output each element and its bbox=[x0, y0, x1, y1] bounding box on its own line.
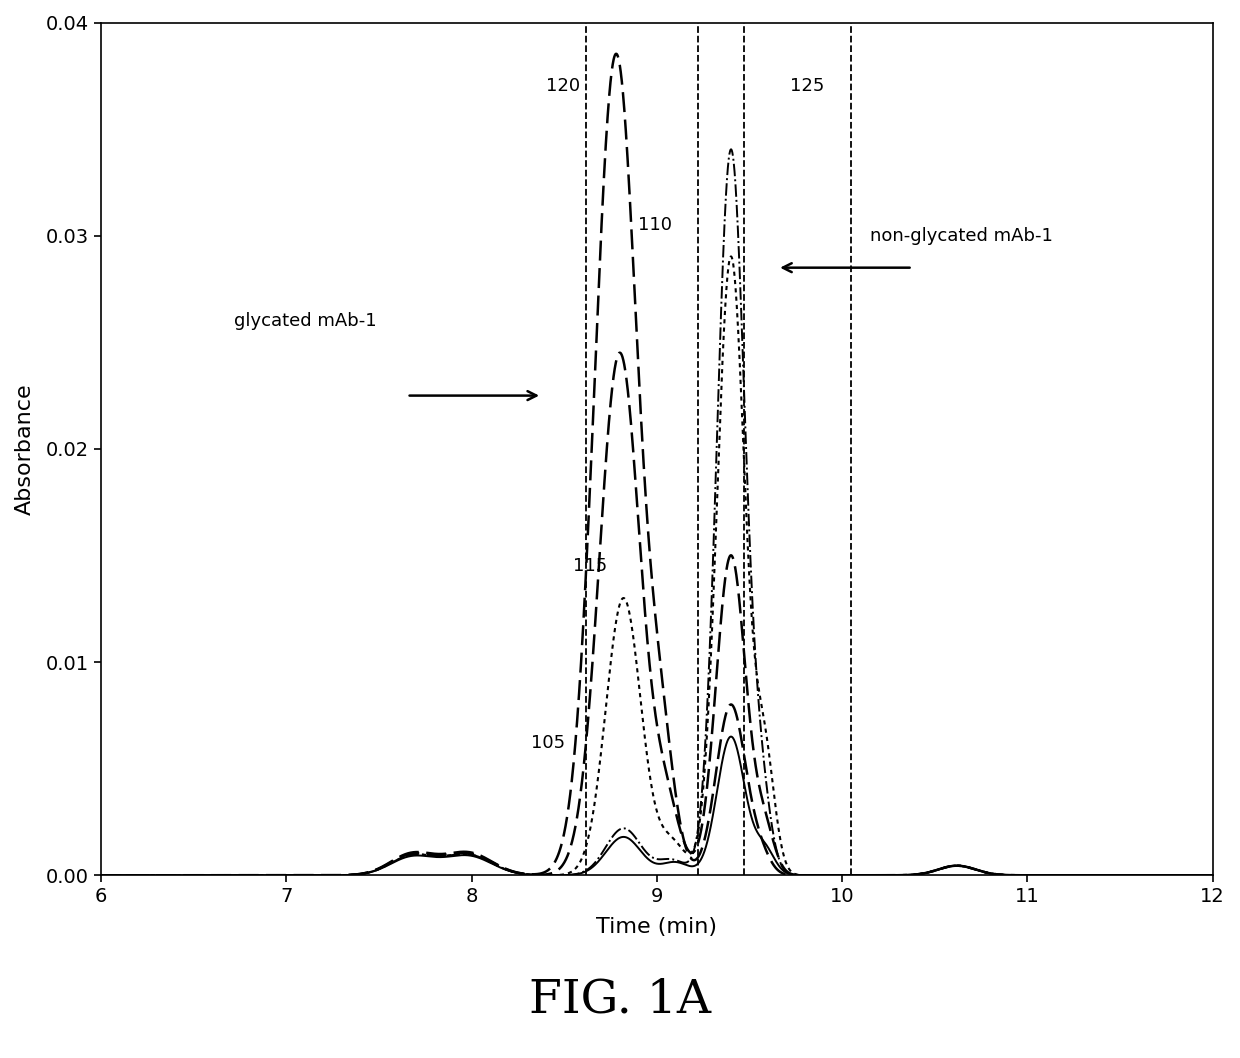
Text: glycated mAb-1: glycated mAb-1 bbox=[234, 312, 377, 330]
Text: 105: 105 bbox=[531, 734, 565, 752]
Text: 125: 125 bbox=[790, 77, 825, 95]
Y-axis label: Absorbance: Absorbance bbox=[15, 383, 35, 514]
Text: non-glycated mAb-1: non-glycated mAb-1 bbox=[870, 226, 1053, 244]
Text: 110: 110 bbox=[639, 216, 672, 234]
Text: 115: 115 bbox=[573, 558, 608, 576]
Text: 120: 120 bbox=[546, 77, 580, 95]
Text: FIG. 1A: FIG. 1A bbox=[529, 978, 711, 1022]
X-axis label: Time (min): Time (min) bbox=[596, 917, 717, 937]
